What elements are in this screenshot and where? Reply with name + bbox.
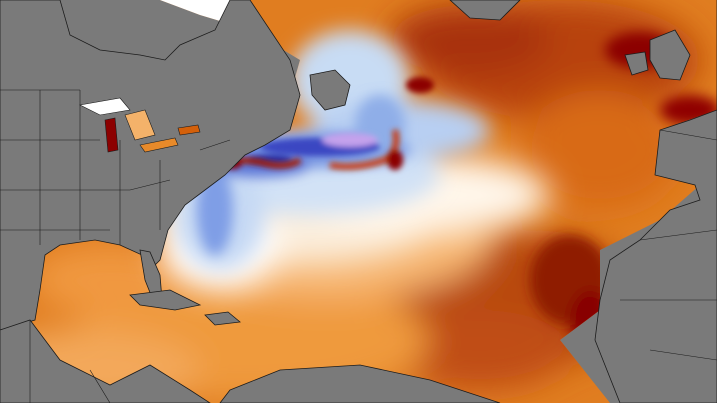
mexico-central-america: [0, 319, 211, 403]
political-borders: [0, 89, 717, 403]
great-lakes: [79, 97, 201, 153]
lake-erie: [139, 137, 179, 153]
lake-ontario: [177, 124, 201, 136]
cuba: [129, 289, 202, 311]
hispaniola: [204, 311, 241, 326]
newfoundland: [309, 69, 351, 111]
greenland-tip: [449, 0, 521, 21]
ireland: [624, 51, 649, 76]
north-america-east: [0, 0, 301, 331]
lake-superior: [79, 97, 131, 116]
lake-michigan: [104, 117, 119, 153]
europe-africa: [594, 0, 717, 403]
south-america: [219, 364, 501, 403]
lake-huron: [124, 109, 156, 141]
british-isles: [649, 29, 691, 81]
